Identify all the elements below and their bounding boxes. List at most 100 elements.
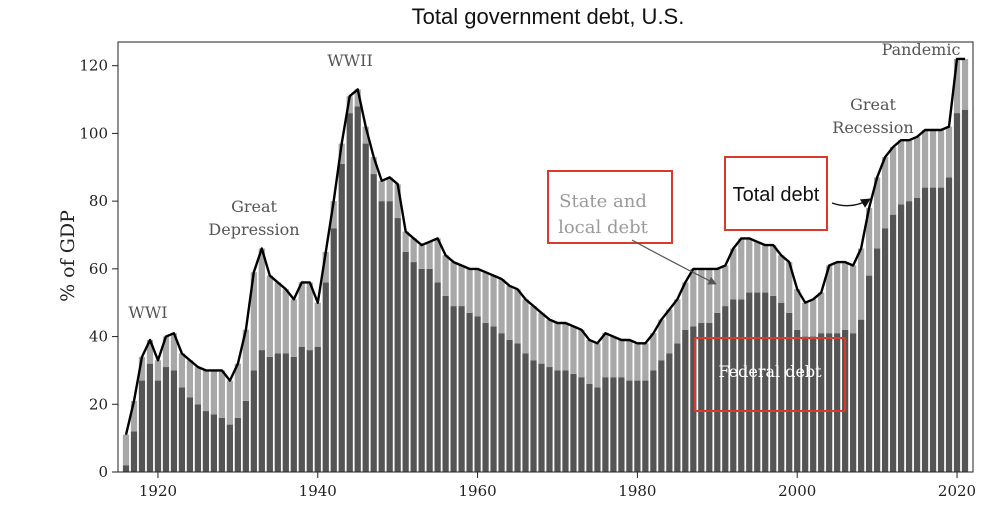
bar-federal-1921 [162,367,170,472]
bar-federal-1934 [266,356,273,472]
bar-state-local-1989 [706,268,713,324]
bar-state-local-1977 [610,336,617,378]
bar-federal-1975 [594,387,601,472]
bar-federal-1963 [498,333,505,472]
bar-federal-2011 [881,228,889,472]
bar-state-local-1937 [290,299,297,357]
bar-state-local-2012 [889,146,897,215]
bar-state-local-1982 [650,333,657,371]
bar-state-local-1997 [770,245,777,296]
x-tick-label-1920: 1920 [139,482,177,500]
total-debt-label: Total debt [733,184,820,206]
bar-state-local-1928 [218,370,225,418]
bar-state-local-1946 [362,126,369,144]
bar-state-local-2002 [810,299,817,337]
bar-state-local-2020 [953,58,961,114]
bar-federal-1979 [626,380,633,472]
bar-state-local-2007 [850,265,857,334]
bar-state-local-1944 [346,96,353,114]
bar-state-local-1961 [482,272,489,324]
bar-federal-1944 [346,113,353,473]
bar-federal-1980 [634,380,641,472]
bar-federal-1999 [786,312,793,472]
bar-state-local-1976 [602,333,609,378]
bar-federal-1920 [154,380,162,472]
bar-federal-1950 [394,218,401,472]
bar-state-local-2000 [794,289,801,330]
state-local-debt-box [547,170,673,244]
annotation-great-recession-line2: Recession [832,118,913,137]
bar-state-local-1978 [618,339,625,378]
bar-federal-1935 [274,353,281,472]
bar-federal-1997 [770,295,777,472]
x-tick-label-1960: 1960 [458,482,496,500]
bar-state-local-1947 [370,157,377,175]
bar-federal-2005 [834,333,841,472]
bar-state-local-1962 [490,275,497,327]
federal-debt-label: Federal debt [718,362,822,381]
bar-federal-1940 [314,346,321,472]
bar-federal-1988 [698,323,705,472]
bar-federal-1992 [730,299,737,472]
bar-state-local-2006 [842,262,849,330]
bar-federal-1990 [714,312,721,472]
bar-federal-1954 [426,268,433,472]
bar-state-local-1938 [298,282,305,347]
bar-federal-2020 [953,113,961,473]
bar-state-local-1991 [722,265,729,307]
federal-debt-box [694,337,846,412]
bar-federal-2017 [929,187,937,472]
bar-federal-1951 [402,251,409,472]
y-tick-label-100: 100 [79,124,108,142]
bar-state-local-1932 [250,272,257,371]
bar-federal-1996 [762,292,769,472]
bar-state-local-2009 [866,207,873,276]
bar-federal-1946 [362,143,369,472]
bar-state-local-2016 [921,130,929,188]
x-tick-label-1980: 1980 [618,482,656,500]
bar-federal-2001 [802,336,809,472]
bar-federal-1918 [138,380,146,472]
bar-state-local-1988 [698,268,705,324]
bar-federal-1929 [226,424,233,472]
bar-state-local-2017 [929,130,937,188]
bar-state-local-1964 [506,285,513,340]
total-debt-line [124,57,965,436]
bar-state-local-1999 [786,262,793,313]
bar-federal-1925 [194,404,202,472]
bar-state-local-1990 [714,268,721,313]
bar-federal-1927 [210,414,218,472]
bar-state-local-1995 [754,241,761,293]
bar-state-local-1981 [642,343,649,381]
bar-federal-1986 [682,329,689,472]
bar-state-local-1956 [442,255,449,296]
bar-state-local-1957 [450,262,457,307]
bar-federal-1983 [658,360,665,472]
bar-state-local-2018 [937,130,945,188]
bar-federal-1998 [778,302,785,472]
bar-state-local-1960 [474,268,481,317]
y-tick-label-0: 0 [98,463,108,481]
y-tick-label-60: 60 [89,260,108,278]
x-tick-label-1940: 1940 [299,482,337,500]
y-axis: 0 20 40 60 80 100 120 [79,57,118,481]
bar-state-local-2003 [818,292,825,334]
bar-state-local-1929 [226,380,233,425]
bar-state-local-2013 [897,140,905,205]
state-local-debt-label-line1: State and [559,191,647,212]
bar-federal-1958 [458,306,465,472]
bar-federal-2015 [913,197,921,472]
bar-federal-1917 [130,431,138,472]
bar-state-local-1975 [594,343,601,388]
bar-state-local-1924 [186,360,194,398]
bar-state-local-1996 [762,245,769,293]
y-tick-label-40: 40 [89,328,108,346]
annotation-wwii: WWII [327,51,373,70]
bar-federal-1949 [386,201,393,473]
annotation-wwi: WWI [128,303,167,322]
bar-federal-1970 [554,370,561,472]
state-local-debt-label-line2: local debt [558,217,649,238]
bar-federal-2008 [858,319,865,472]
annotation-great-depression-line1: Great [231,197,277,216]
